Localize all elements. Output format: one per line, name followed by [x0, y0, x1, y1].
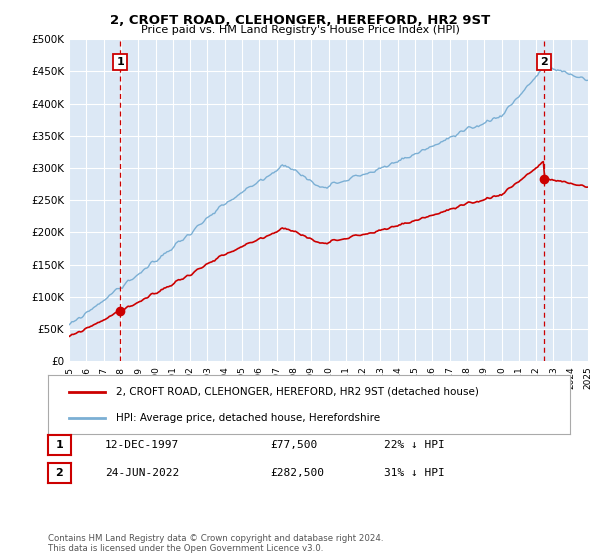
Text: 2: 2	[540, 57, 548, 67]
Text: HPI: Average price, detached house, Herefordshire: HPI: Average price, detached house, Here…	[116, 413, 380, 423]
Text: 24-JUN-2022: 24-JUN-2022	[105, 468, 179, 478]
Text: 1: 1	[56, 440, 63, 450]
Text: 1: 1	[116, 57, 124, 67]
Text: £77,500: £77,500	[270, 440, 317, 450]
Text: 2, CROFT ROAD, CLEHONGER, HEREFORD, HR2 9ST: 2, CROFT ROAD, CLEHONGER, HEREFORD, HR2 …	[110, 14, 490, 27]
Text: 31% ↓ HPI: 31% ↓ HPI	[384, 468, 445, 478]
Text: Contains HM Land Registry data © Crown copyright and database right 2024.
This d: Contains HM Land Registry data © Crown c…	[48, 534, 383, 553]
Text: 2: 2	[56, 468, 63, 478]
Text: 22% ↓ HPI: 22% ↓ HPI	[384, 440, 445, 450]
Text: 12-DEC-1997: 12-DEC-1997	[105, 440, 179, 450]
Text: Price paid vs. HM Land Registry's House Price Index (HPI): Price paid vs. HM Land Registry's House …	[140, 25, 460, 35]
Text: £282,500: £282,500	[270, 468, 324, 478]
Text: 2, CROFT ROAD, CLEHONGER, HEREFORD, HR2 9ST (detached house): 2, CROFT ROAD, CLEHONGER, HEREFORD, HR2 …	[116, 386, 479, 396]
